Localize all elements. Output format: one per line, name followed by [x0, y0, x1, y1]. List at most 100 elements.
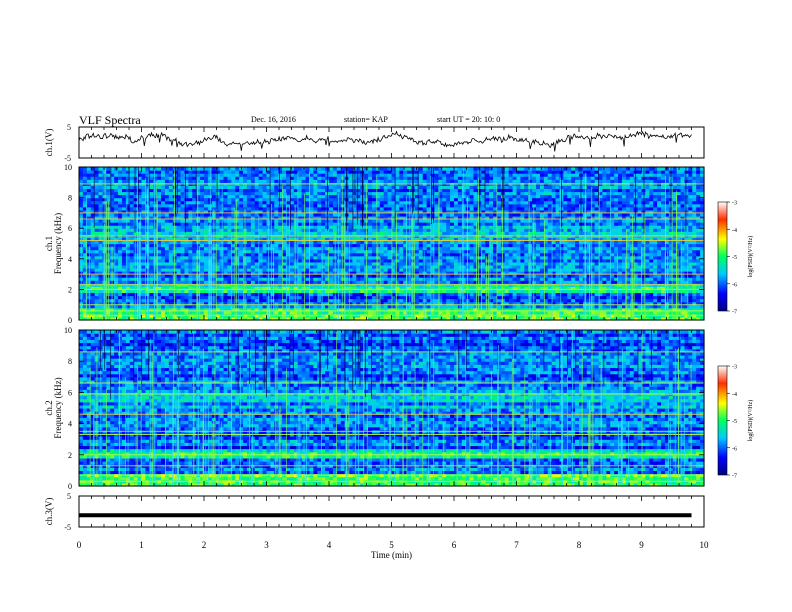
spectrogram-cell [110, 310, 115, 315]
spectrogram-cell [352, 264, 357, 269]
spectrogram-cell [426, 255, 432, 260]
spectrogram-cell [391, 179, 397, 183]
spectrogram-cell [172, 209, 178, 214]
spectrogram-cell [141, 219, 147, 223]
spectrogram-cell [184, 185, 189, 190]
spectrogram-cell [430, 298, 436, 303]
spectrogram-cell [239, 255, 244, 260]
spectrogram-cell [430, 246, 436, 251]
spectrogram-cell [86, 200, 92, 205]
spectrogram-cell [90, 280, 96, 284]
spectrogram-cell [371, 289, 377, 294]
spectrogram-cell [239, 292, 244, 297]
spectrogram-cell [149, 219, 154, 223]
spectrogram-cell [391, 222, 397, 226]
spectrogram-cell [395, 246, 400, 251]
spectrogram-cell [336, 258, 342, 263]
spectrogram-cell [90, 316, 96, 321]
spectrogram-cell [309, 225, 314, 229]
spectrogram-cell [258, 255, 264, 260]
spectrogram-cell [317, 237, 322, 242]
spectrogram-cell [379, 295, 385, 300]
spectrogram-cell [125, 209, 131, 214]
spectrogram-cell [395, 203, 400, 208]
spectrogram-cell [305, 249, 311, 254]
spectrogram-cell [129, 179, 135, 183]
spectrogram-cell [114, 264, 119, 269]
spectrogram-cell [317, 215, 322, 220]
spectrogram-cell [161, 225, 166, 229]
spectrogram-cell [141, 231, 147, 235]
spectrogram-cell [204, 188, 209, 193]
spectrogram-cell [129, 222, 135, 226]
spectrogram-cell [204, 225, 209, 229]
spectrogram-cell [430, 264, 436, 269]
spectrogram-cell [121, 304, 127, 309]
spectrogram-cell [215, 179, 221, 183]
spectrogram-cell [79, 170, 84, 174]
spectrogram-cell [125, 188, 131, 193]
spectrogram-cell [79, 197, 84, 202]
spectrogram-cell [188, 206, 193, 211]
spectrogram-cell [215, 240, 221, 245]
spectrogram-cell [395, 197, 400, 202]
spectrogram-cell [305, 271, 311, 275]
spectrogram-cell [258, 185, 264, 190]
spectrogram-cell [418, 301, 424, 306]
spectrogram-cell [313, 246, 318, 251]
spectrogram-cell [254, 277, 260, 281]
spectrogram-cell [422, 295, 428, 300]
spectrogram-cell [450, 222, 455, 226]
spectrogram-cell [379, 188, 385, 193]
spectrogram-cell [129, 310, 135, 315]
spectrogram-cell [258, 203, 264, 208]
spectrogram-cell [450, 271, 455, 275]
spectrogram-cell [434, 286, 439, 290]
spectrogram-cell [391, 194, 397, 199]
spectrogram-cell [387, 215, 393, 220]
spectrogram-cell [371, 170, 377, 174]
spectrogram-cell [297, 246, 303, 251]
spectrogram-cell [301, 219, 307, 223]
spectrogram-cell [125, 222, 131, 226]
spectrogram-cell [395, 298, 400, 303]
spectrogram-cell [418, 206, 424, 211]
spectrogram-cell [246, 298, 252, 303]
spectrogram-cell [200, 310, 205, 315]
spectrogram-cell [356, 264, 361, 269]
spectrogram-cell [442, 274, 447, 278]
spectrogram-cell [414, 237, 420, 242]
spectrogram-cell [289, 197, 295, 202]
spectrogram-cell [94, 176, 100, 180]
spectrogram-cell [254, 240, 260, 245]
spectrogram-cell [184, 301, 189, 306]
spectrogram-cell [258, 222, 264, 226]
spectrogram-cell [278, 301, 283, 306]
spectrogram-cell [262, 176, 268, 180]
spectrogram-cell [250, 167, 256, 171]
spectrogram-cell [340, 277, 346, 281]
spectrogram-cell [426, 225, 432, 229]
spectrogram-cell [90, 215, 96, 220]
spectrogram-cell [289, 240, 295, 245]
spectrogram-cell [344, 261, 350, 266]
spectrogram-cell [329, 222, 334, 226]
spectrogram-cell [274, 249, 279, 254]
spectrogram-cell [94, 289, 100, 294]
spectrogram-cell [387, 167, 393, 171]
spectrogram-cell [129, 292, 135, 297]
spectrogram-cell [196, 194, 201, 199]
spectrogram-cell [258, 252, 264, 257]
spectrogram-cell [114, 307, 119, 312]
spectrogram-cell [94, 267, 100, 272]
spectrogram-cell [414, 170, 420, 174]
spectrogram-cell [282, 194, 287, 199]
spectrogram-cell [442, 261, 447, 266]
spectrogram-cell [403, 252, 408, 257]
spectrogram-cell [430, 258, 436, 263]
spectrogram-cell [340, 289, 346, 294]
spectrogram-cell [387, 185, 393, 190]
spectrogram-cell [301, 222, 307, 226]
spectrogram-cell [246, 289, 252, 294]
spectrogram-cell [391, 277, 397, 281]
